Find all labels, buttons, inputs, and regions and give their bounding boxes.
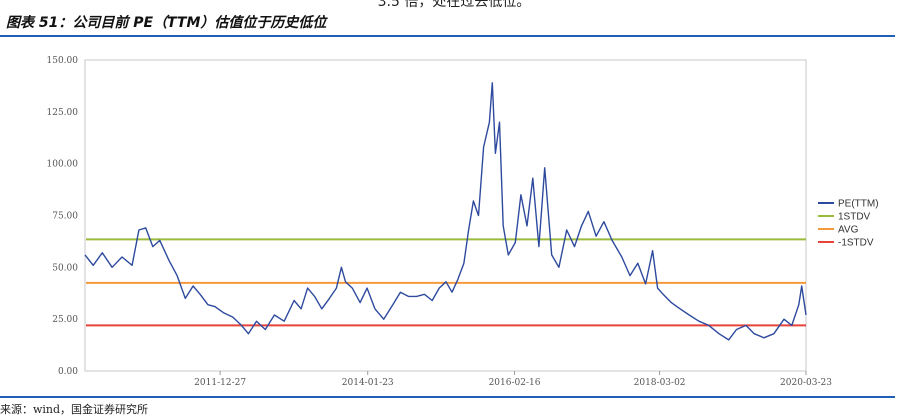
y-tick-label: 25.00 xyxy=(52,315,78,325)
y-tick-label: 125.00 xyxy=(47,108,79,118)
chart-legend: PE(TTM) 1STDV AVG -1STDV xyxy=(818,199,879,249)
legend-label: 1STDV xyxy=(838,212,871,223)
figure-caption: 图表 51：公司目前 PE（TTM）估值位于历史低位 xyxy=(6,15,327,31)
y-tick-label: 75.00 xyxy=(52,212,78,222)
x-tick-label: 2014-01-23 xyxy=(342,378,394,388)
x-tick-label: 2018-03-02 xyxy=(634,378,686,388)
series-layer xyxy=(84,82,807,341)
x-tick-label: 2016-02-16 xyxy=(489,378,541,388)
plot-area-border xyxy=(84,59,807,372)
y-tick-label: 50.00 xyxy=(52,263,78,273)
x-axis: 2011-12-27 2014-01-23 2016-02-16 2018-03-02… xyxy=(194,371,832,388)
source-note: 来源：wind，国金证券研究所 xyxy=(0,403,149,416)
y-tick-label: 100.00 xyxy=(47,160,79,170)
x-tick-label: 2020-03-23 xyxy=(780,378,832,388)
source-rule xyxy=(0,396,895,398)
y-axis: 0.00 25.00 50.00 75.00 100.00 125.00 150.00 xyxy=(47,56,79,377)
legend-label: -1STDV xyxy=(838,238,874,249)
pe-ttm-line xyxy=(84,82,807,341)
legend-label: AVG xyxy=(838,225,859,236)
x-tick-label: 2011-12-27 xyxy=(194,378,246,388)
clipped-paragraph-text: 3.5 倍，处在过去低位。 xyxy=(377,0,531,10)
caption-rule xyxy=(0,35,895,37)
pe-ttm-chart: 0.00 25.00 50.00 75.00 100.00 125.00 150.00 20… xyxy=(47,56,879,388)
legend-label: PE(TTM) xyxy=(838,199,879,210)
y-tick-label: 150.00 xyxy=(47,56,79,66)
y-tick-label: 0.00 xyxy=(58,367,78,377)
